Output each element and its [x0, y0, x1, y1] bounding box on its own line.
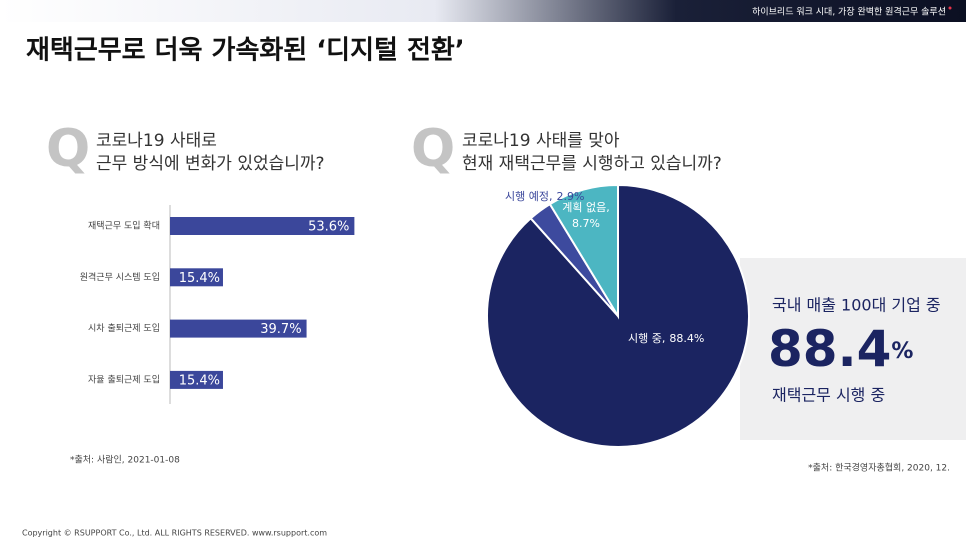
slice-category: 계획 없음, [562, 201, 609, 214]
question-line: 근무 방식에 변화가 있었습니까? [96, 154, 325, 174]
question-line: 현재 재택근무를 시행하고 있습니까? [462, 154, 722, 174]
callout-line: 국내 매출 100대 기업 중 [772, 296, 941, 315]
callout-unit: % [891, 339, 913, 364]
slice-category: 시행 예정, [505, 190, 552, 203]
category-label: 원격근무 시스템 도입 [80, 271, 160, 283]
header-dot [948, 6, 952, 10]
value-label: 53.6% [308, 220, 349, 235]
bar [170, 319, 307, 338]
callout-highlight: 88.4% [768, 320, 913, 378]
category-label: 재택근무 도입 확대 [88, 220, 160, 232]
pie-slice [548, 183, 619, 320]
slice-label: 계획 없음, 8.7% [562, 201, 609, 230]
slice-value: 2.9% [556, 190, 584, 203]
value-label: 39.7% [260, 322, 301, 337]
category-label: 자율 출퇴근제 도입 [88, 373, 160, 385]
callout-box [740, 258, 966, 440]
slice-category: 시행 중, [628, 332, 665, 345]
source: *출처: 한국경영자총협회, 2020, 12. [808, 462, 950, 474]
value-label: 15.4% [179, 373, 220, 388]
header-text: 하이브리드 워크 시대, 가장 완벽한 원격근무 솔루션 [752, 6, 946, 18]
bar [170, 217, 355, 235]
header-band [0, 0, 966, 22]
slice-label: 시행 예정, 2.9% [505, 190, 584, 203]
slice-value: 88.4% [669, 332, 704, 345]
category-label: 시차 출퇴근제 도입 [88, 322, 160, 334]
slice-label: 시행 중, 88.4% [628, 332, 704, 345]
footer: Copyright © RSUPPORT Co., Ltd. ALL RIGHT… [22, 529, 327, 538]
question-line: 코로나19 사태를 맞아 [462, 131, 620, 151]
slice-value: 8.7% [572, 217, 600, 230]
source: *출처: 사람인, 2021-01-08 [70, 454, 180, 466]
question-line: 코로나19 사태로 [96, 131, 217, 151]
q-icon: Q [411, 119, 455, 179]
slide-title: 재택근무로 더욱 가속화된 ‘디지털 전환’ [26, 36, 465, 66]
bar [170, 268, 223, 287]
bar [170, 370, 223, 389]
q-icon: Q [46, 119, 90, 179]
callout-number: 88.4 [768, 320, 891, 378]
callout-line: 재택근무 시행 중 [772, 386, 885, 405]
value-label: 15.4% [179, 271, 220, 286]
